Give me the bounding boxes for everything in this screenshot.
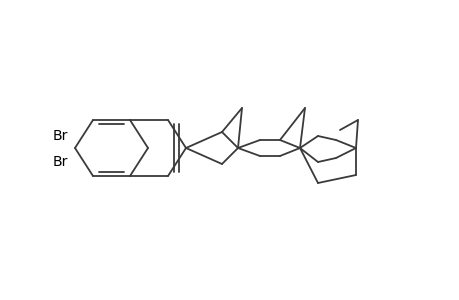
- Text: Br: Br: [52, 129, 67, 143]
- Text: Br: Br: [52, 155, 67, 169]
